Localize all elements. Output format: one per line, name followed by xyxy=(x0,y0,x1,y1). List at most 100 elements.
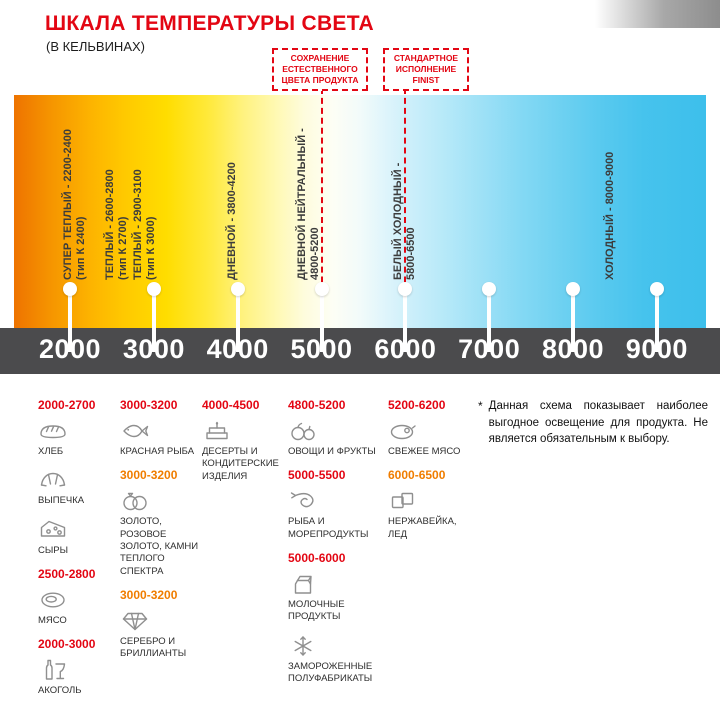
product-label: МЯСО xyxy=(38,615,67,627)
product-column: 4800-5200 ОВОЩИ И ФРУКТЫ 5000-5500 РЫБА И М… xyxy=(288,393,384,694)
alcohol-icon xyxy=(38,657,116,683)
zone-label-line: 5800-6500 xyxy=(405,227,417,280)
zone-label-line: ТЕПЛЫЙ - 2600-2800 xyxy=(104,169,116,280)
product-item: АКОГОЛЬ xyxy=(38,657,116,697)
product-item: КРАСНАЯ РЫБА xyxy=(120,418,200,458)
zone-label-line: ХОЛОДНЫЙ - 8000-9000 xyxy=(604,151,616,280)
product-label: НЕРЖАВЕЙКА, ЛЕД xyxy=(388,516,457,540)
zone-label: ТЕПЛЫЙ - 2900-3100 (тип К 3000) xyxy=(132,169,158,280)
range-label: 5200-6200 xyxy=(388,398,446,412)
scale-marker-dot xyxy=(649,282,664,296)
scale-marker-dot xyxy=(230,282,245,296)
product-label: ЗАМОРОЖЕННЫЕ ПОЛУФАБРИКАТЫ xyxy=(288,660,373,685)
product-label: ЗОЛОТО, РОЗОВОЕ ЗОЛОТО, КАМНИ ТЕПЛОГО СП… xyxy=(120,516,199,577)
range-label: 2000-2700 xyxy=(38,398,96,412)
corner-artifact xyxy=(595,0,720,28)
range-label: 3000-3200 xyxy=(120,468,178,483)
zone-label: СУПЕР ТЕПЛЫЙ - 2200-2400 (тип К 2400) xyxy=(62,129,88,280)
range-label: 4800-5200 xyxy=(288,398,346,412)
zone-label: ХОЛОДНЫЙ - 8000-9000 xyxy=(604,152,617,280)
scale-marker-stem xyxy=(654,294,659,352)
range-label: 5000-5500 xyxy=(288,468,346,483)
diamond-icon xyxy=(120,608,200,634)
product-label: АКОГОЛЬ xyxy=(38,685,82,697)
product-item: ЗОЛОТО, РОЗОВОЕ ЗОЛОТО, КАМНИ ТЕПЛОГО СП… xyxy=(120,488,200,578)
fruit-icon xyxy=(288,418,384,444)
callout-line: FINIST xyxy=(412,75,440,86)
fish-icon xyxy=(120,418,200,444)
product-label: ОВОЩИ И ФРУКТЫ xyxy=(288,446,376,457)
callout-box: СТАНДАРТНОЕ ИСПОЛНЕНИЕ FINIST xyxy=(383,48,469,92)
product-item: СВЕЖЕЕ МЯСО xyxy=(388,418,476,458)
fresh-meat-icon xyxy=(388,418,476,444)
zone-label-line: (тип К 3000) xyxy=(145,216,157,280)
product-item: ДЕСЕРТЫ И КОНДИТЕРСКИЕ ИЗДЕЛИЯ xyxy=(202,418,288,483)
range-label: 2500-2800 xyxy=(38,567,96,582)
product-item: ХЛЕБ xyxy=(38,418,116,458)
product-column: 4000-4500 ДЕСЕРТЫ И КОНДИТЕРСКИЕ ИЗДЕЛИЯ xyxy=(202,393,288,492)
product-item: ЗАМОРОЖЕННЫЕ ПОЛУФАБРИКАТЫ xyxy=(288,633,384,686)
product-label: ХЛЕБ xyxy=(38,446,64,457)
product-label: ДЕСЕРТЫ И КОНДИТЕРСКИЕ ИЗДЕЛИЯ xyxy=(202,446,279,482)
range-label: 5000-6000 xyxy=(288,551,346,566)
product-item: СЕРЕБРО И БРИЛЛИАНТЫ xyxy=(120,608,200,661)
scale-marker-stem xyxy=(571,294,576,352)
product-label: СЕРЕБРО И БРИЛЛИАНТЫ xyxy=(120,636,187,660)
scale-marker-dot xyxy=(398,282,413,296)
product-item: МЯСО xyxy=(38,587,116,627)
range-label: 3000-3200 xyxy=(120,588,178,603)
frozen-icon xyxy=(288,633,384,659)
scale-marker-dot xyxy=(63,282,78,296)
product-label: ВЫПЕЧКА xyxy=(38,495,85,507)
zone-label-line: СУПЕР ТЕПЛЫЙ - 2200-2400 xyxy=(62,128,74,280)
footnote-text: Данная схема показывает наиболее выгодно… xyxy=(488,400,708,446)
scale-marker-stem xyxy=(403,294,408,352)
callout-line: СТАНДАРТНОЕ xyxy=(393,53,459,63)
product-item: ОВОЩИ И ФРУКТЫ xyxy=(288,418,384,458)
scale-marker-stem xyxy=(151,294,156,352)
product-item: СЫРЫ xyxy=(38,517,116,557)
product-label: СВЕЖЕЕ МЯСО xyxy=(388,446,461,457)
scale-marker-stem xyxy=(319,294,324,352)
product-item: НЕРЖАВЕЙКА, ЛЕД xyxy=(388,488,476,541)
product-column: 3000-3200 КРАСНАЯ РЫБА 3000-3200 ЗОЛОТО, РО… xyxy=(120,393,200,670)
scale-marker-dot xyxy=(146,282,161,296)
scale-marker-dot xyxy=(566,282,581,296)
cheese-icon xyxy=(38,517,116,543)
range-label: 3000-3200 xyxy=(120,398,178,412)
product-column: 2000-2700 ХЛЕБ ВЫПЕЧКА СЫРЫ 2500-2800 МЯСО 200… xyxy=(38,393,116,704)
zone-label-line: (тип К 2700) xyxy=(117,216,129,280)
zone-label-line: БЕЛЫЙ ХОЛОДНЫЙ - xyxy=(392,162,404,280)
ice-icon xyxy=(388,488,476,514)
scale-bar xyxy=(0,328,720,374)
temperature-gradient-band xyxy=(14,95,706,328)
scale-marker-stem xyxy=(235,294,240,352)
product-item: МОЛОЧНЫЕ ПРОДУКТЫ xyxy=(288,571,384,624)
product-label: РЫБА И МОРЕПРОДУКТЫ xyxy=(288,516,369,540)
meat-icon xyxy=(38,587,116,613)
range-label: 2000-3000 xyxy=(38,637,96,652)
product-column: 5200-6200 СВЕЖЕЕ МЯСО 6000-6500 НЕРЖАВЕЙКА,… xyxy=(388,393,476,550)
footnote-star: * xyxy=(478,399,483,413)
bread-icon xyxy=(38,418,116,444)
zone-label: ДНЕВНОЙ - 3800-4200 xyxy=(226,162,239,280)
callout-box: СОХРАНЕНИЕ ЕСТЕСТВЕННОГО ЦВЕТА ПРОДУКТА xyxy=(272,48,368,92)
callout-line: СОХРАНЕНИЕ xyxy=(290,53,350,63)
product-item: ВЫПЕЧКА xyxy=(38,467,116,507)
zone-label-line: ДНЕВНОЙ НЕЙТРАЛЬНЫЙ - xyxy=(296,128,308,280)
zone-label-line: ТЕПЛЫЙ - 2900-3100 xyxy=(132,169,144,280)
rings-icon xyxy=(120,488,200,514)
zone-label-line: (тип К 2400) xyxy=(75,216,87,280)
cake-icon xyxy=(202,418,288,444)
scale-marker-dot xyxy=(482,282,497,296)
zone-label-line: ДНЕВНОЙ - 3800-4200 xyxy=(226,162,238,280)
product-label: МОЛОЧНЫЕ ПРОДУКТЫ xyxy=(288,599,345,623)
page-title: ШКАЛА ТЕМПЕРАТУРЫ СВЕТА xyxy=(45,12,374,35)
seafood-icon xyxy=(288,488,384,514)
callout-line: ЦВЕТА ПРОДУКТА xyxy=(281,75,359,86)
callout-line: ИСПОЛНЕНИЕ xyxy=(395,64,457,75)
milk-icon xyxy=(288,571,384,597)
zone-label: ТЕПЛЫЙ - 2600-2800 (тип К 2700) xyxy=(104,169,130,280)
scale-marker-stem xyxy=(68,294,73,352)
